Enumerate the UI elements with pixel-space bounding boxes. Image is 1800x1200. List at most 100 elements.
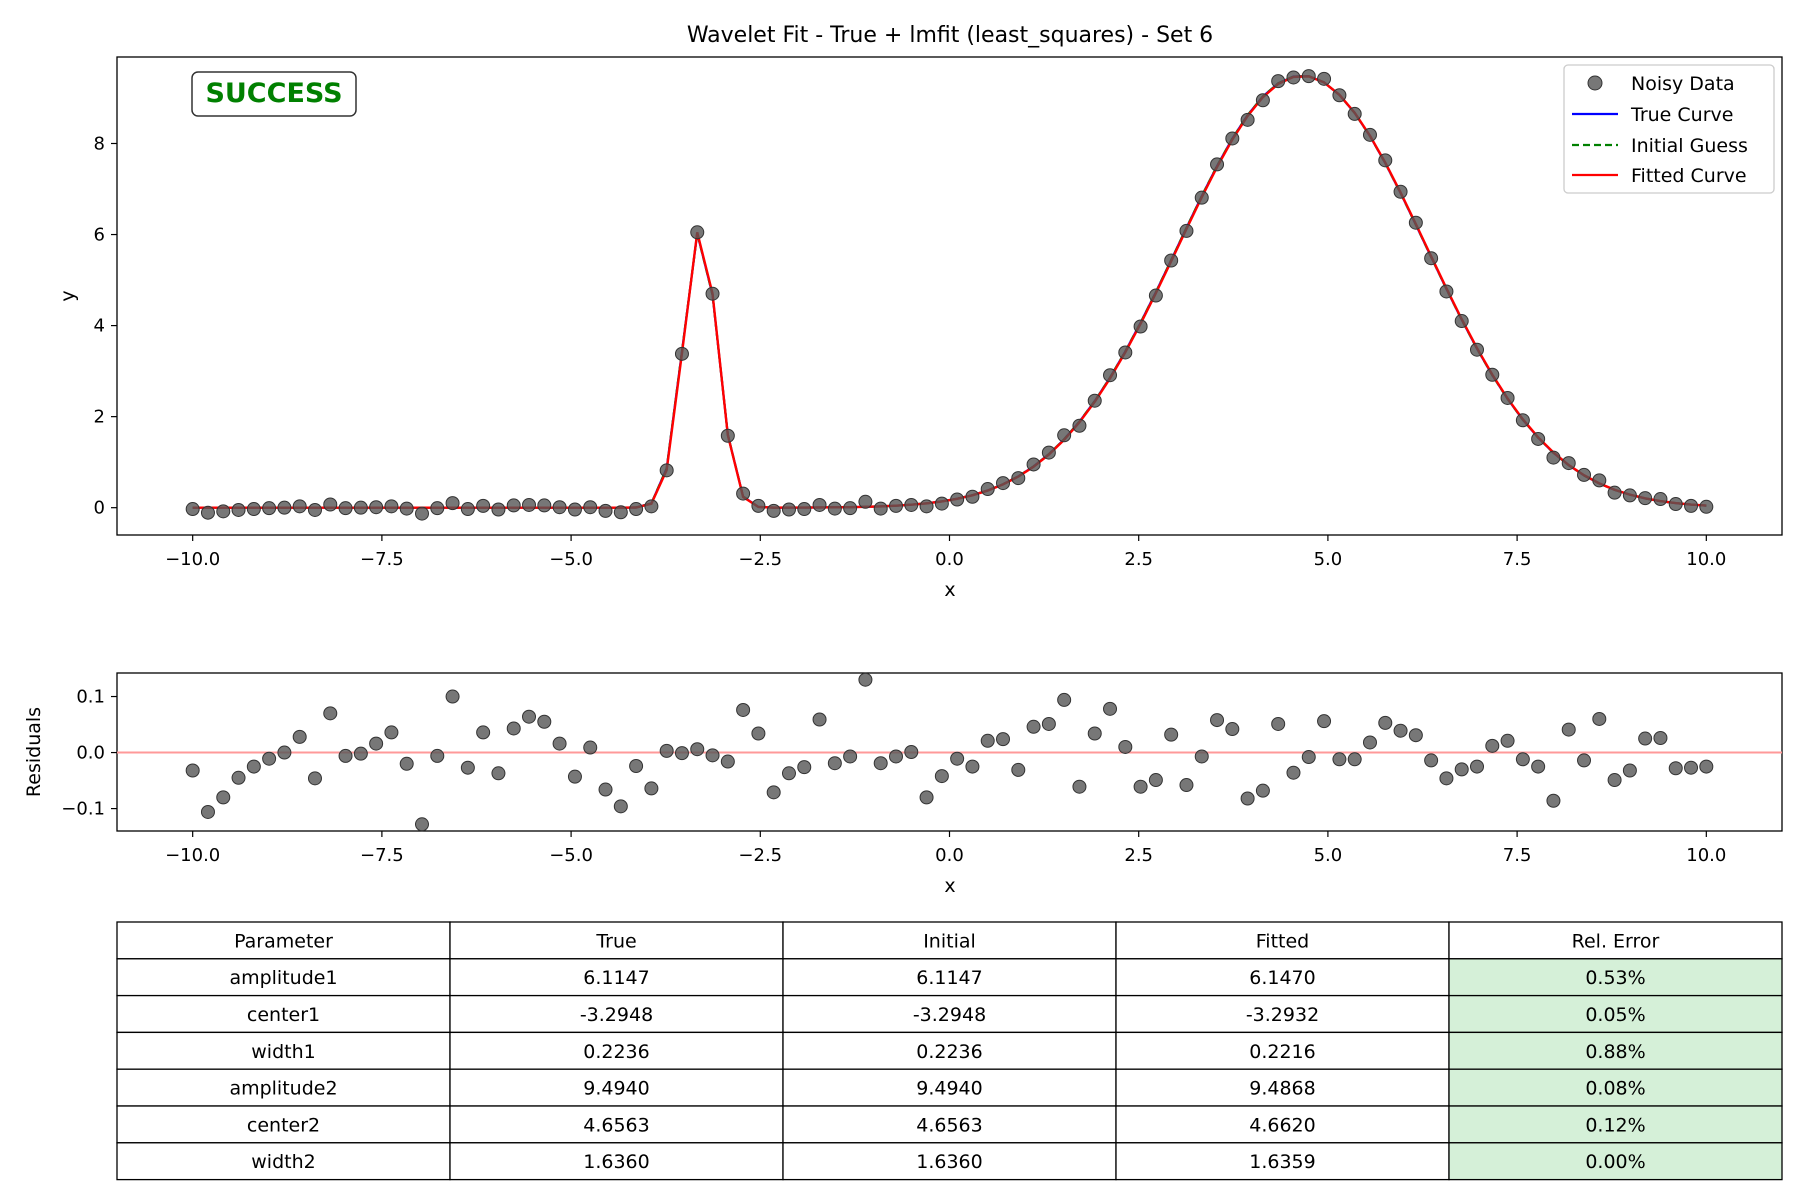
table-cell-text: 0.53%	[1585, 967, 1645, 989]
noisy-data-point	[690, 225, 705, 240]
noisy-data-point	[476, 498, 491, 513]
noisy-data-point	[720, 428, 735, 443]
residual-point	[231, 770, 246, 785]
residual-point	[1133, 779, 1148, 794]
table-cell	[449, 1142, 784, 1181]
noisy-data-point	[843, 501, 858, 516]
noisy-data-point	[1622, 488, 1637, 503]
noisy-data-point	[950, 492, 965, 507]
main-x-tick-label: −7.5	[360, 549, 404, 570]
residuals-y-tick-label: −0.1	[61, 799, 105, 820]
table-header-cell-text: Initial	[923, 930, 976, 952]
table-row: width2 1.6360 1.6360 1.6359 0.00%	[116, 1142, 1783, 1181]
legend-box	[1563, 64, 1775, 194]
residual-point	[430, 748, 445, 763]
residual-points	[185, 672, 1714, 832]
residual-point	[277, 745, 292, 760]
main-x-tick-label: −10.0	[165, 549, 220, 570]
noisy-data-point	[1561, 456, 1576, 471]
table-cell	[782, 1105, 1117, 1144]
residual-point	[1087, 726, 1102, 741]
residual-point	[506, 721, 521, 736]
residual-point	[781, 766, 796, 781]
residual-point	[950, 751, 965, 766]
residual-point	[1668, 761, 1683, 776]
residual-point	[369, 736, 384, 751]
residual-point	[399, 756, 414, 771]
noisy-data-point	[323, 497, 338, 512]
residuals-y-tick-label: 0.0	[76, 743, 105, 764]
residual-point	[1317, 714, 1332, 729]
noisy-data-point	[353, 500, 368, 515]
status-badge: SUCCESS	[191, 71, 357, 117]
main-y-tick-label: 0	[94, 498, 105, 519]
residual-point	[1164, 727, 1179, 742]
residual-point	[353, 746, 368, 761]
noisy-data-point	[812, 497, 827, 512]
main-x-tick-label: 10.0	[1686, 549, 1726, 570]
noisy-data-point	[919, 499, 934, 514]
table-cell	[116, 1105, 451, 1144]
table-cell-text: -3.2932	[1246, 1004, 1319, 1026]
residual-point	[1271, 716, 1286, 731]
noisy-data-point	[445, 496, 460, 511]
residual-point	[1470, 759, 1485, 774]
residual-point	[1684, 760, 1699, 775]
residuals-y-tick-label: 0.1	[76, 687, 105, 708]
noisy-data-point	[231, 502, 246, 517]
table-cell	[449, 958, 784, 997]
residual-point	[246, 759, 261, 774]
noisy-data-point	[1439, 284, 1454, 299]
table-cell	[116, 1031, 451, 1070]
table-cell-text: 9.4940	[916, 1078, 982, 1100]
residual-point	[996, 732, 1011, 747]
noisy-data-point	[430, 501, 445, 516]
main-plot-frame	[116, 56, 1783, 536]
residual-point	[1515, 752, 1530, 767]
residual-point	[1347, 752, 1362, 767]
main-y-tick-label: 4	[94, 316, 105, 337]
table-cell	[449, 1031, 784, 1070]
table-row: amplitude2 9.4940 9.4940 9.4868 0.08%	[116, 1068, 1783, 1107]
residual-point	[1255, 783, 1270, 798]
residual-point	[919, 790, 934, 805]
table-cell	[449, 994, 784, 1034]
legend: Noisy Data True Curve Initial Guess Fitt…	[1563, 64, 1775, 194]
residual-point	[736, 702, 751, 717]
noisy-data-point	[414, 506, 429, 521]
residual-point	[766, 785, 781, 800]
residual-point	[583, 740, 598, 755]
noisy-data-point	[1485, 367, 1500, 382]
noisy-data-point	[1255, 93, 1270, 108]
table-cell-text: 4.6563	[916, 1114, 982, 1136]
main-x-axis: −10.0 −7.5 −5.0 −2.5 0.0 2.5 5.0 7.5 10.0	[165, 535, 1726, 570]
noisy-data-point	[1210, 157, 1225, 172]
residuals-x-tick-label: 10.0	[1686, 845, 1726, 866]
noisy-data-point	[1164, 253, 1179, 268]
table-cell	[116, 1142, 451, 1181]
residuals-y-axis: −0.1 0.0 0.1	[61, 687, 117, 820]
noisy-data-point	[1271, 74, 1286, 89]
residual-point	[888, 749, 903, 764]
residual-point	[1011, 762, 1026, 777]
noisy-data-point	[1684, 498, 1699, 513]
residual-point	[1546, 793, 1561, 808]
noisy-data-point	[1378, 153, 1393, 168]
residuals-y-axis-label: Residuals	[23, 707, 45, 797]
legend-label-initial-guess: Initial Guess	[1631, 135, 1748, 157]
table-cell	[782, 1068, 1117, 1107]
residual-point	[1179, 778, 1194, 793]
table-cell	[1448, 1105, 1783, 1144]
noisy-data-point	[904, 497, 919, 512]
residual-point	[445, 689, 460, 704]
table-cell-text: center2	[247, 1114, 320, 1136]
residual-point	[1408, 728, 1423, 743]
main-x-tick-label: 5.0	[1314, 549, 1343, 570]
legend-label-true-curve: True Curve	[1630, 104, 1733, 126]
residual-point	[323, 706, 338, 721]
table-cell-text: width2	[251, 1151, 315, 1173]
noisy-data-point	[1653, 492, 1668, 507]
residual-point	[1194, 749, 1209, 764]
residual-point	[598, 782, 613, 797]
